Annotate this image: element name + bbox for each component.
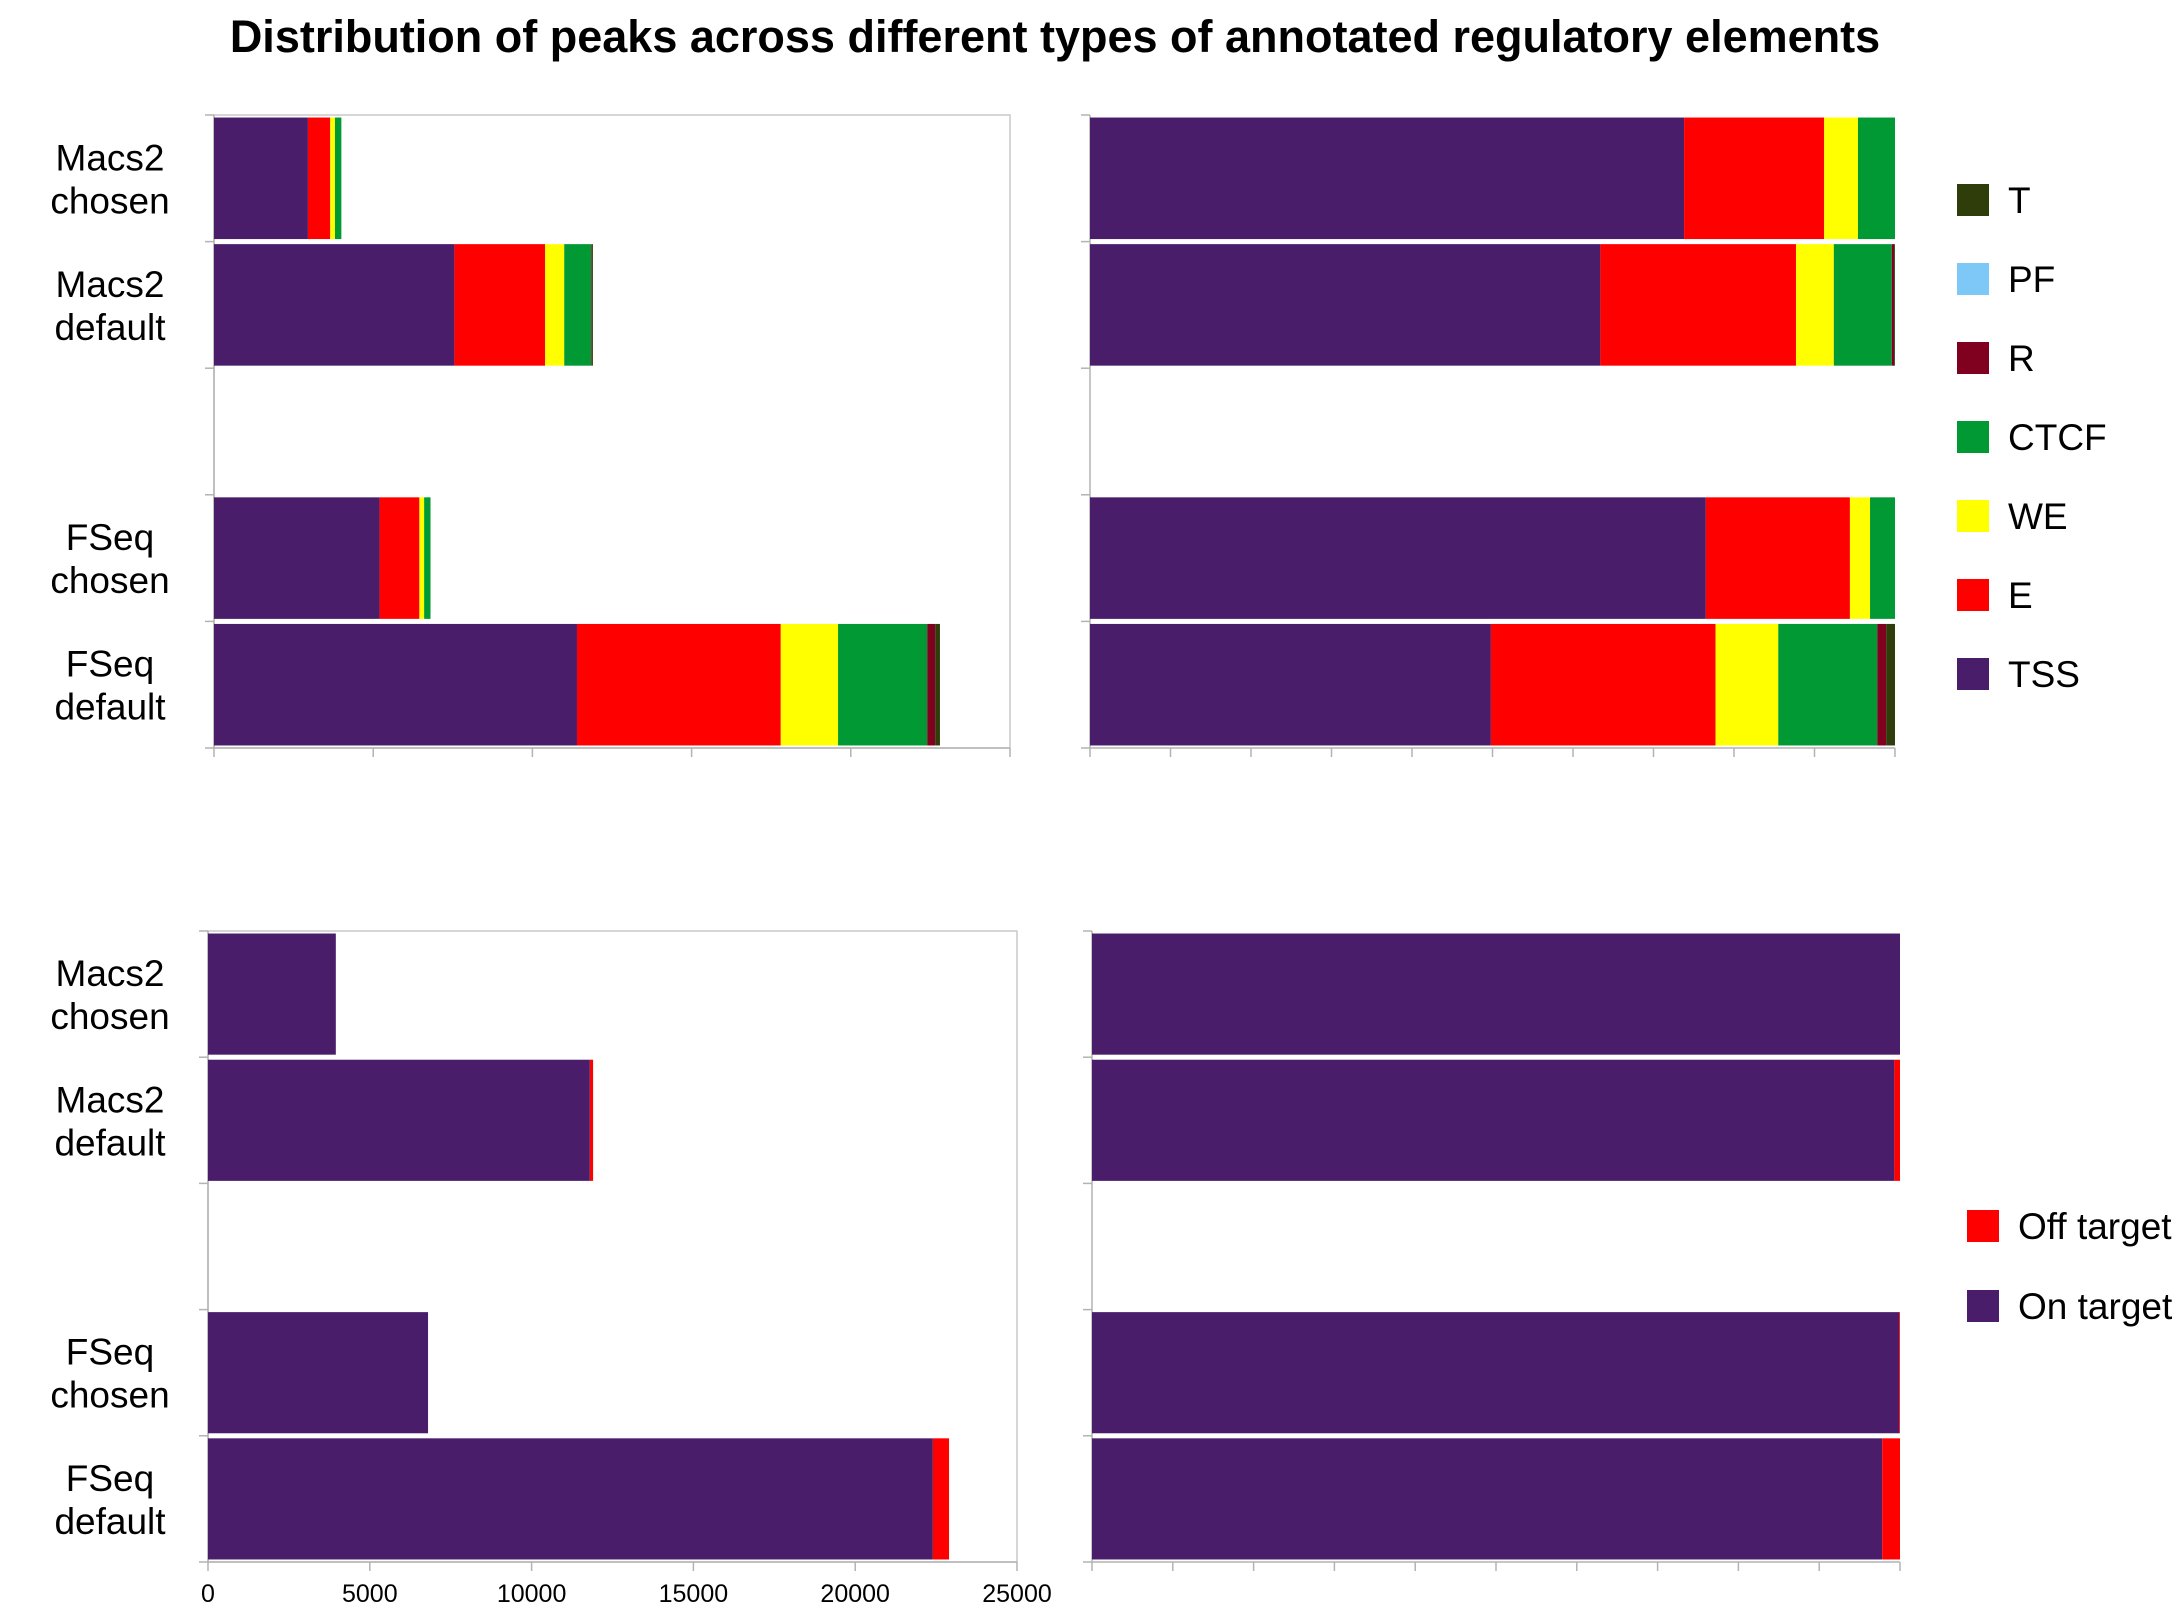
legend-swatch-ctcf xyxy=(1957,421,1989,453)
bar-macs2-default-off-target xyxy=(589,1059,594,1181)
bar-fseq-chosen-e xyxy=(1705,497,1850,619)
bar-macs2-chosen-ctcf xyxy=(334,117,342,240)
legend-label-on-target: On target xyxy=(2018,1286,2173,1327)
panel-bottom-right xyxy=(1083,930,1901,1571)
bar-macs2-default-ctcf xyxy=(564,244,592,366)
legend-label-ctcf: CTCF xyxy=(2008,417,2107,458)
bar-macs2-chosen-tss xyxy=(214,117,308,240)
bar-macs2-default-tss xyxy=(214,244,455,366)
bar-fseq-default-tss xyxy=(1090,623,1491,746)
category-label-fseq-chosen: FSeq chosen xyxy=(50,517,169,601)
bar-macs2-chosen-tss xyxy=(1090,117,1685,240)
bar-fseq-chosen-e xyxy=(379,497,420,619)
bar-fseq-chosen-we xyxy=(1849,497,1871,619)
bar-macs2-default-e xyxy=(1600,244,1796,366)
legend-swatch-off-target xyxy=(1967,1210,1999,1242)
bar-macs2-chosen-we xyxy=(1824,117,1858,240)
bar-fseq-default-e xyxy=(1490,623,1716,746)
x-tick-label: 20000 xyxy=(820,1580,890,1608)
category-label-fseq-default: FSeq default xyxy=(54,644,166,728)
chart-title: Distribution of peaks across different t… xyxy=(230,11,1880,62)
bar-fseq-default-we xyxy=(1715,623,1779,746)
legend-label-e: E xyxy=(2008,575,2033,616)
bar-macs2-default-r xyxy=(1891,244,1895,366)
bar-macs2-default-ctcf xyxy=(1833,244,1892,366)
legend-swatch-r xyxy=(1957,342,1989,374)
bar-fseq-default-off-target xyxy=(932,1438,950,1560)
bar-fseq-default-on-target xyxy=(1092,1438,1883,1560)
bar-macs2-default-t xyxy=(591,244,593,366)
bar-macs2-chosen-on-target xyxy=(1092,933,1900,1055)
bar-macs2-default-on-target xyxy=(208,1059,590,1181)
bar-fseq-chosen-on-target xyxy=(208,1312,429,1434)
bar-macs2-default-we xyxy=(545,244,565,366)
legend-swatch-tss xyxy=(1957,658,1989,690)
legend-label-we: WE xyxy=(2008,496,2068,537)
bar-macs2-chosen-e xyxy=(1684,117,1825,240)
bar-fseq-default-on-target xyxy=(208,1438,933,1560)
category-label-macs2-chosen: Macs2 chosen xyxy=(50,137,169,221)
category-label-fseq-default: FSeq default xyxy=(54,1458,166,1542)
category-label-macs2-chosen: Macs2 chosen xyxy=(50,953,169,1037)
legend-label-tss: TSS xyxy=(2008,654,2080,695)
bar-macs2-default-t xyxy=(1894,244,1895,366)
legend-label-pf: PF xyxy=(2008,259,2055,300)
bar-macs2-default-we xyxy=(1795,244,1834,366)
legend-label-r: R xyxy=(2008,338,2035,379)
x-tick-label: 15000 xyxy=(659,1580,729,1608)
legend-regulatory-elements: T PF R CTCF WE E TSS xyxy=(1957,180,2107,695)
bar-fseq-default-e xyxy=(576,623,781,746)
bar-fseq-chosen-we xyxy=(419,497,425,619)
bar-macs2-default-tss xyxy=(1090,244,1601,366)
x-tick-label: 0 xyxy=(201,1580,215,1608)
bar-fseq-chosen-tss xyxy=(1090,497,1706,619)
x-tick-label: 25000 xyxy=(982,1580,1052,1608)
panel-top-right xyxy=(1081,114,1896,757)
bar-fseq-default-tss xyxy=(214,623,577,746)
bar-fseq-default-t xyxy=(1886,623,1895,746)
bar-macs2-chosen-on-target xyxy=(208,933,336,1055)
panel-top-left: Macs2 chosen Macs2 default FSeq chosen FSeq def… xyxy=(50,114,1011,757)
bar-fseq-default-we xyxy=(780,623,839,746)
bar-fseq-default-r xyxy=(1877,623,1887,746)
bar-fseq-chosen-tss xyxy=(214,497,380,619)
panels: Macs2 chosen Macs2 default FSeq chosen FSeq def… xyxy=(50,114,1901,1608)
category-label-macs2-default: Macs2 default xyxy=(54,264,166,348)
legend-target: Off target On target xyxy=(1967,1206,2173,1327)
legends: T PF R CTCF WE E TSS Off target On target xyxy=(1957,180,2173,1327)
bar-fseq-default-off-target xyxy=(1882,1438,1900,1560)
category-label-macs2-default: Macs2 default xyxy=(54,1079,166,1163)
bar-fseq-chosen-ctcf xyxy=(1870,497,1895,619)
x-tick-label: 5000 xyxy=(342,1580,398,1608)
legend-label-t: T xyxy=(2008,180,2031,221)
bar-fseq-default-ctcf xyxy=(838,623,928,746)
bar-macs2-default-r xyxy=(591,244,592,366)
bar-macs2-chosen-e xyxy=(307,117,331,240)
legend-swatch-pf xyxy=(1957,263,1989,295)
bar-macs2-chosen-we xyxy=(330,117,335,240)
x-tick-label: 10000 xyxy=(497,1580,567,1608)
bar-fseq-chosen-on-target xyxy=(1092,1312,1900,1434)
panel-bottom-left: 0 5000 10000 15000 20000 25000 Macs2 chosen Macs… xyxy=(50,930,1052,1608)
bar-macs2-default-off-target xyxy=(1894,1059,1900,1181)
bar-macs2-default-on-target xyxy=(1092,1059,1895,1181)
bar-fseq-chosen-off-target xyxy=(1899,1312,1900,1434)
bar-fseq-default-r xyxy=(927,623,936,746)
legend-swatch-we xyxy=(1957,500,1989,532)
legend-label-off-target: Off target xyxy=(2018,1206,2172,1247)
legend-swatch-e xyxy=(1957,579,1989,611)
bar-macs2-chosen-ctcf xyxy=(1857,117,1895,240)
bar-fseq-default-t xyxy=(935,623,940,746)
bar-fseq-default-ctcf xyxy=(1778,623,1878,746)
bar-fseq-chosen-ctcf xyxy=(424,497,431,619)
bar-macs2-default-e xyxy=(454,244,546,366)
legend-swatch-t xyxy=(1957,184,1989,216)
category-label-fseq-chosen: FSeq chosen xyxy=(50,1332,169,1416)
legend-swatch-on-target xyxy=(1967,1290,1999,1322)
